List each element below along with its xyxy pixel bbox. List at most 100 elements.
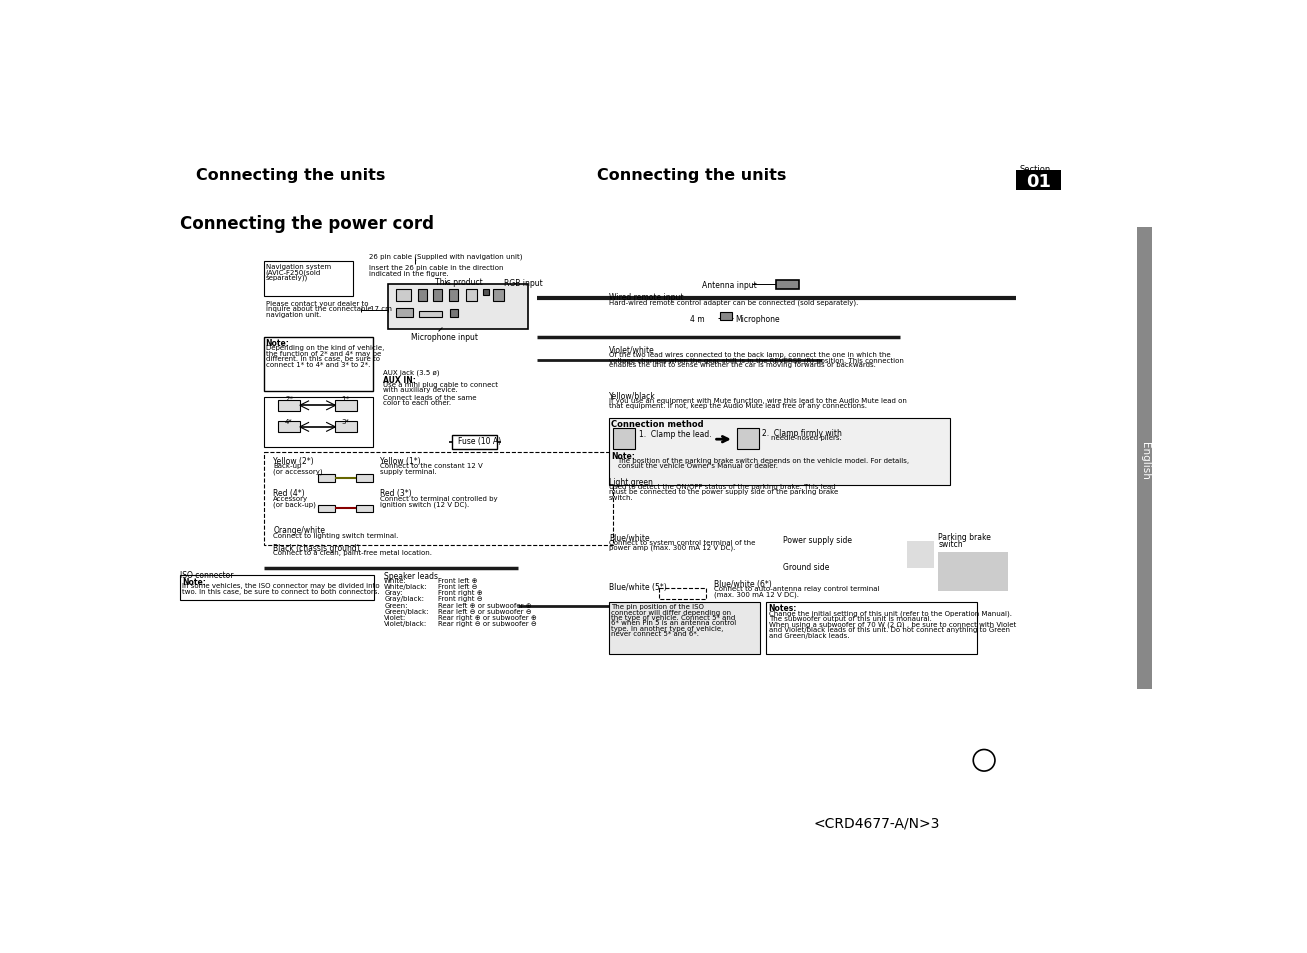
Bar [264, 337, 372, 392]
Text: 4 m: 4 m [690, 314, 704, 323]
Bar [609, 602, 761, 655]
Text: Rear left ⊕ or subwoofer ⊕: Rear left ⊕ or subwoofer ⊕ [439, 602, 532, 608]
Text: Connect to system control terminal of the: Connect to system control terminal of th… [609, 539, 755, 545]
Text: with auxiliary device.: with auxiliary device. [383, 387, 459, 393]
Text: Rear right ⊕ or subwoofer ⊕: Rear right ⊕ or subwoofer ⊕ [439, 615, 537, 620]
Text: (max. 300 mA 12 V DC).: (max. 300 mA 12 V DC). [714, 591, 799, 597]
Bar [448, 290, 457, 302]
Bar [396, 308, 413, 317]
Text: The position of the parking brake switch depends on the vehicle model. For detai: The position of the parking brake switch… [617, 457, 910, 463]
Text: Please contact your dealer to: Please contact your dealer to [265, 300, 369, 307]
Text: 2*: 2* [285, 395, 293, 401]
Text: Light green: Light green [609, 477, 654, 486]
Text: Yellow (2*): Yellow (2*) [273, 456, 314, 466]
Text: navigation unit.: navigation unit. [265, 312, 322, 317]
Text: Of the two lead wires connected to the back lamp, connect the one in which the: Of the two lead wires connected to the b… [609, 352, 890, 357]
Text: Gray:: Gray: [384, 590, 403, 596]
Text: Rear right ⊖ or subwoofer ⊖: Rear right ⊖ or subwoofer ⊖ [439, 620, 537, 626]
Text: Microphone: Microphone [736, 314, 780, 323]
Text: AUX jack (3.5 ø): AUX jack (3.5 ø) [383, 369, 440, 375]
Text: different. In this case, be sure to: different. In this case, be sure to [265, 355, 379, 362]
Text: Blue/white (6*): Blue/white (6*) [714, 579, 771, 588]
Bar [938, 553, 1008, 591]
Text: switch.: switch. [609, 495, 634, 500]
Text: Blue/white (5*): Blue/white (5*) [609, 582, 667, 591]
Bar [420, 312, 442, 317]
Text: Back-up: Back-up [273, 463, 302, 469]
Text: (or back-up): (or back-up) [273, 500, 316, 507]
Text: indicated in the figure.: indicated in the figure. [369, 271, 448, 276]
Bar [396, 290, 412, 302]
Text: 2.  Clamp firmly with: 2. Clamp firmly with [762, 428, 842, 437]
Bar [465, 290, 477, 301]
Bar [659, 588, 706, 598]
Text: Power supply side: Power supply side [783, 536, 852, 545]
Text: In some vehicles, the ISO connector may be divided into: In some vehicles, the ISO connector may … [182, 583, 379, 589]
Text: connector will differ depending on: connector will differ depending on [612, 609, 732, 615]
Text: The subwoofer output of this unit is monaural.: The subwoofer output of this unit is mon… [769, 615, 932, 621]
Text: 01: 01 [1026, 172, 1051, 191]
Bar [180, 576, 374, 600]
Bar [766, 602, 978, 655]
Text: the function of 2* and 4* may be: the function of 2* and 4* may be [265, 351, 380, 356]
Text: Accessory: Accessory [273, 496, 308, 501]
Text: the type of vehicle. Connect 5* and: the type of vehicle. Connect 5* and [612, 615, 736, 620]
Text: two. In this case, be sure to connect to both connectors.: two. In this case, be sure to connect to… [182, 588, 379, 594]
Bar [417, 290, 427, 302]
Bar [737, 428, 758, 450]
Text: Connecting the units: Connecting the units [597, 168, 787, 183]
Bar [264, 453, 613, 545]
Text: Front left ⊕: Front left ⊕ [439, 578, 478, 583]
Text: and Green/black leads.: and Green/black leads. [769, 632, 850, 638]
Text: that equipment. If not, keep the Audio Mute lead free of any connections.: that equipment. If not, keep the Audio M… [609, 403, 867, 409]
Text: Front left ⊖: Front left ⊖ [439, 583, 478, 590]
Text: Use a mini plug cable to connect: Use a mini plug cable to connect [383, 381, 498, 387]
Text: Connect to lighting switch terminal.: Connect to lighting switch terminal. [273, 532, 399, 538]
Text: Section: Section [1019, 164, 1051, 173]
Text: Connecting the power cord: Connecting the power cord [180, 214, 434, 233]
Text: Wired remote input: Wired remote input [609, 293, 684, 302]
Text: <CRD4677-A/N>3: <CRD4677-A/N>3 [813, 816, 940, 830]
Text: 4*: 4* [285, 418, 293, 424]
Text: needle-nosed pliers.: needle-nosed pliers. [762, 435, 842, 440]
Text: AUX IN:: AUX IN: [383, 375, 417, 384]
Bar [450, 310, 457, 317]
Text: Yellow (1*): Yellow (1*) [380, 456, 421, 466]
Text: Note:: Note: [265, 339, 290, 348]
Text: Rear left ⊖ or subwoofer ⊖: Rear left ⊖ or subwoofer ⊖ [439, 608, 532, 614]
Text: Front right ⊕: Front right ⊕ [439, 590, 484, 596]
Text: Fuse (10 A): Fuse (10 A) [457, 436, 501, 446]
Text: type. In another type of vehicle,: type. In another type of vehicle, [612, 625, 724, 631]
Text: Depending on the kind of vehicle,: Depending on the kind of vehicle, [265, 345, 384, 351]
Text: Used to detect the ON/OFF status of the parking brake. This lead: Used to detect the ON/OFF status of the … [609, 483, 835, 490]
Text: RGB input: RGB input [505, 279, 544, 288]
Text: enables the unit to sense whether the car is moving forwards or backwards.: enables the unit to sense whether the ca… [609, 362, 876, 368]
Circle shape [974, 750, 995, 771]
Text: Microphone input: Microphone input [412, 333, 478, 342]
Text: ISO connector: ISO connector [180, 571, 234, 579]
Text: 26 pin cable (Supplied with navigation unit): 26 pin cable (Supplied with navigation u… [369, 253, 523, 260]
Text: Yellow/black: Yellow/black [609, 392, 656, 400]
Bar [356, 475, 372, 482]
Bar [264, 262, 353, 296]
Bar [319, 505, 336, 513]
Text: If you use an equipment with Mute function, wire this lead to the Audio Mute lea: If you use an equipment with Mute functi… [609, 397, 907, 403]
Text: Change the initial setting of this unit (refer to the Operation Manual).: Change the initial setting of this unit … [769, 610, 1012, 617]
Text: color to each other.: color to each other. [383, 399, 452, 406]
Text: The pin position of the ISO: The pin position of the ISO [612, 603, 704, 610]
Text: Ground side: Ground side [783, 562, 830, 571]
Text: White:: White: [384, 578, 406, 583]
Text: Connect to terminal controlled by: Connect to terminal controlled by [380, 496, 498, 501]
Text: Violet:: Violet: [384, 615, 406, 620]
Text: Note:: Note: [182, 578, 205, 586]
Bar [336, 400, 357, 412]
Text: En: En [974, 755, 985, 763]
Text: supply terminal.: supply terminal. [380, 468, 437, 475]
Text: Insert the 26 pin cable in the direction: Insert the 26 pin cable in the direction [369, 265, 503, 271]
Text: This product: This product [435, 277, 482, 287]
Text: Violet/black:: Violet/black: [384, 620, 427, 626]
Bar [482, 290, 489, 295]
FancyBboxPatch shape [180, 167, 561, 190]
Text: Parking brake: Parking brake [938, 533, 991, 542]
Text: separately)): separately)) [265, 274, 308, 281]
